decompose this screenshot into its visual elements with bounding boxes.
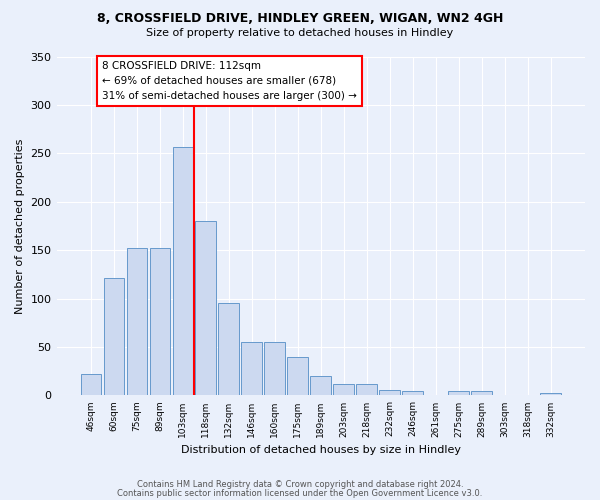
- Text: Contains HM Land Registry data © Crown copyright and database right 2024.: Contains HM Land Registry data © Crown c…: [137, 480, 463, 489]
- X-axis label: Distribution of detached houses by size in Hindley: Distribution of detached houses by size …: [181, 445, 461, 455]
- Bar: [265, 342, 285, 396]
- Bar: [379, 390, 400, 396]
- Bar: [403, 390, 423, 396]
- Bar: [356, 384, 377, 396]
- Bar: [127, 248, 147, 396]
- Text: Size of property relative to detached houses in Hindley: Size of property relative to detached ho…: [146, 28, 454, 38]
- Bar: [149, 248, 170, 396]
- Bar: [218, 304, 239, 396]
- Text: 8, CROSSFIELD DRIVE, HINDLEY GREEN, WIGAN, WN2 4GH: 8, CROSSFIELD DRIVE, HINDLEY GREEN, WIGA…: [97, 12, 503, 26]
- Bar: [448, 390, 469, 396]
- Bar: [472, 390, 492, 396]
- Bar: [334, 384, 354, 396]
- Text: 8 CROSSFIELD DRIVE: 112sqm
← 69% of detached houses are smaller (678)
31% of sem: 8 CROSSFIELD DRIVE: 112sqm ← 69% of deta…: [103, 61, 357, 100]
- Bar: [80, 374, 101, 396]
- Y-axis label: Number of detached properties: Number of detached properties: [15, 138, 25, 314]
- Bar: [104, 278, 124, 396]
- Bar: [540, 392, 561, 396]
- Bar: [241, 342, 262, 396]
- Text: Contains public sector information licensed under the Open Government Licence v3: Contains public sector information licen…: [118, 489, 482, 498]
- Bar: [310, 376, 331, 396]
- Bar: [173, 146, 193, 396]
- Bar: [287, 356, 308, 396]
- Bar: [196, 221, 216, 396]
